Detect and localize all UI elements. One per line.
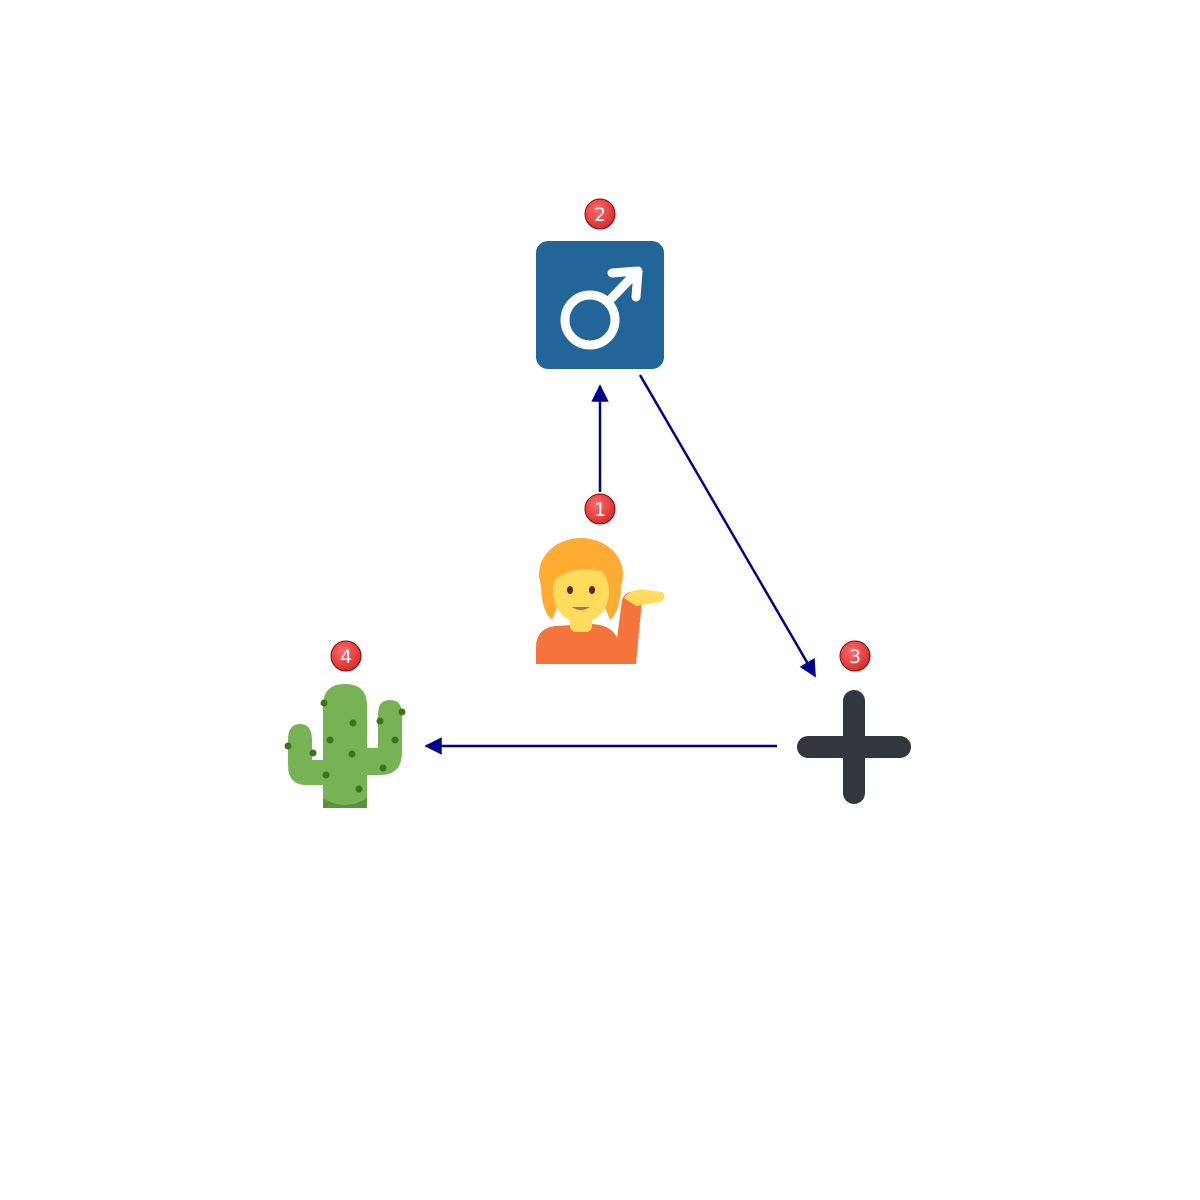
edges [424, 374, 817, 755]
badge-2-label: 2 [594, 204, 606, 226]
plus-sign-icon [797, 690, 911, 804]
badge-1: 1 [584, 493, 616, 525]
person-tipping-hand-icon [536, 538, 665, 664]
node-3[interactable]: 3 [797, 640, 911, 804]
badge-3: 3 [839, 640, 871, 672]
badge-4: 4 [330, 640, 362, 672]
badge-3-label: 3 [849, 646, 861, 668]
badge-2: 2 [584, 198, 616, 230]
cactus-icon [284, 684, 406, 808]
badge-4-label: 4 [340, 646, 352, 668]
node-2[interactable]: 2 [536, 198, 664, 369]
badge-1-label: 1 [594, 499, 606, 521]
male-sign-icon [536, 241, 664, 369]
node-4[interactable]: 4 [284, 640, 406, 808]
node-1[interactable]: 1 [536, 493, 665, 664]
edge-2-to-3 [638, 374, 817, 678]
